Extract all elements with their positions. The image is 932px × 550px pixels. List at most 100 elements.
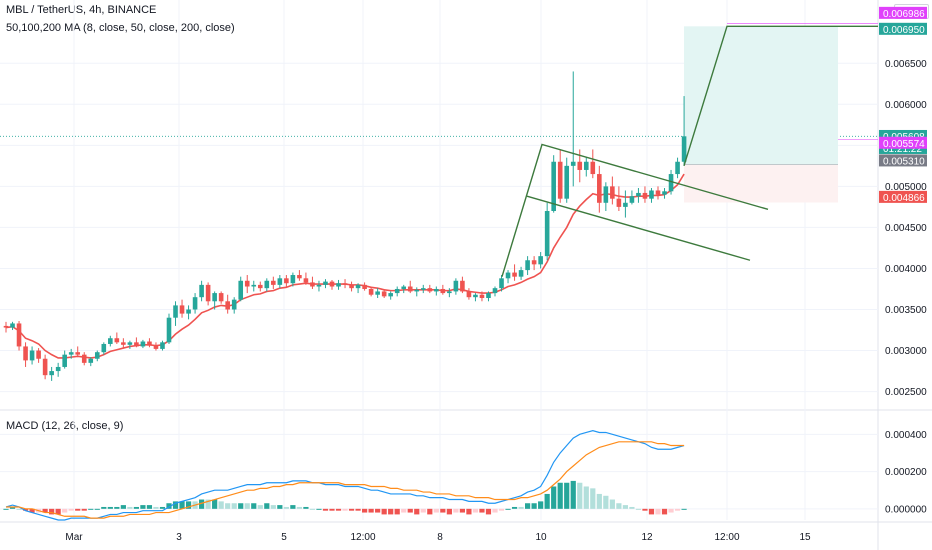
candle-body [49,371,54,376]
macd-histogram-bar [185,501,192,509]
candle [310,276,315,289]
candle-body [427,288,433,292]
candle [264,278,270,292]
macd-tick-label: 0.000000 [885,504,927,515]
macd-histogram-bar [511,506,518,509]
candle [603,182,609,211]
candle-body [388,293,393,297]
macd-histogram-bar [127,506,133,509]
candle [407,280,413,294]
macd-histogram-bar [362,508,368,513]
candle [147,338,152,348]
candle [557,149,563,203]
candle-body [590,161,596,175]
candle [642,186,648,203]
macd-histogram-bar [172,501,179,509]
price-label-bg [879,154,927,167]
ma-line [5,173,685,359]
candle-body [75,352,81,355]
candle [440,284,446,295]
candle-body [394,288,400,294]
candle [368,286,374,297]
candle [297,270,302,281]
y-tick-label: 0.002500 [885,387,927,398]
candle-body [557,161,563,199]
candle-body [355,284,361,289]
macd-histogram-bar [244,503,250,509]
macd-histogram-bar [81,508,87,511]
macd-histogram-bar [322,508,329,511]
candle [590,149,596,179]
candle [629,190,635,205]
y-tick-label: 0.003000 [885,346,927,357]
candle [49,366,54,381]
candle [231,297,237,314]
price-label-bg [879,190,927,203]
macd-histogram-bar [388,508,394,515]
macd-histogram-bar [9,506,16,509]
candle [316,280,322,292]
macd-histogram-bar [329,508,335,511]
candle [394,286,400,297]
bull-flag-pattern [501,25,878,277]
candle-body [277,278,283,285]
candle [414,287,420,297]
y-tick-label: 0.004500 [885,223,927,234]
candle-body [297,275,302,279]
candle [121,338,126,349]
candle-body [81,354,87,363]
candle [225,294,230,314]
price-label-text: 0.005310 [883,156,925,167]
macd-histogram-bar [674,508,681,511]
candle [199,280,204,302]
chart-title: MBL / TetherUS, 4h, BINANCE [6,4,157,16]
macd-histogram-bar [309,508,316,510]
candle-body [525,260,530,271]
candle [460,276,465,294]
macd-histogram-bar [107,506,113,509]
candle-body [323,281,328,285]
candle [36,348,41,363]
macd-histogram-bar [3,508,9,510]
candle-body [649,190,654,199]
candle-body [538,256,543,265]
x-tick-label: 3 [176,532,182,543]
candle-body [186,309,191,314]
candle-body [623,202,628,207]
macd-histogram-bar [238,503,244,509]
macd-histogram-bar [205,499,211,509]
candle [636,188,641,203]
macd-histogram-bar [62,508,68,513]
macd-histogram-bar [29,508,35,513]
macd-histogram-bar [159,506,166,509]
candle [75,346,81,358]
candle-body [218,293,224,302]
candle-body [140,341,146,347]
macd-histogram-bar [342,508,348,511]
macd-histogram-bar [642,508,648,511]
candle [212,291,217,310]
candle-body [316,284,322,287]
macd-histogram-bar [453,508,459,513]
macd-histogram-bar [88,508,94,510]
candle [88,357,94,367]
candle [453,278,459,295]
macd-histogram-bar [335,508,342,511]
axes: 0.002500 0.003000 0.003500 0.004000 0.004500… [65,6,927,543]
candle-body [505,272,511,279]
candle-body [290,275,296,284]
candle-body [518,270,524,277]
macd-histogram-bar [133,506,139,509]
macd-indicator-label: MACD (12, 26, close, 9) [6,420,124,432]
candle-body [570,161,576,166]
macd-histogram-bar [120,505,126,509]
candle [114,332,120,344]
macd-histogram-bar [525,503,531,509]
candle [473,293,478,302]
candle [244,275,250,294]
macd-histogram-bar [16,508,22,510]
candle [205,282,211,306]
price-label-bg [879,6,927,19]
macd-histogram-bar [42,508,48,513]
